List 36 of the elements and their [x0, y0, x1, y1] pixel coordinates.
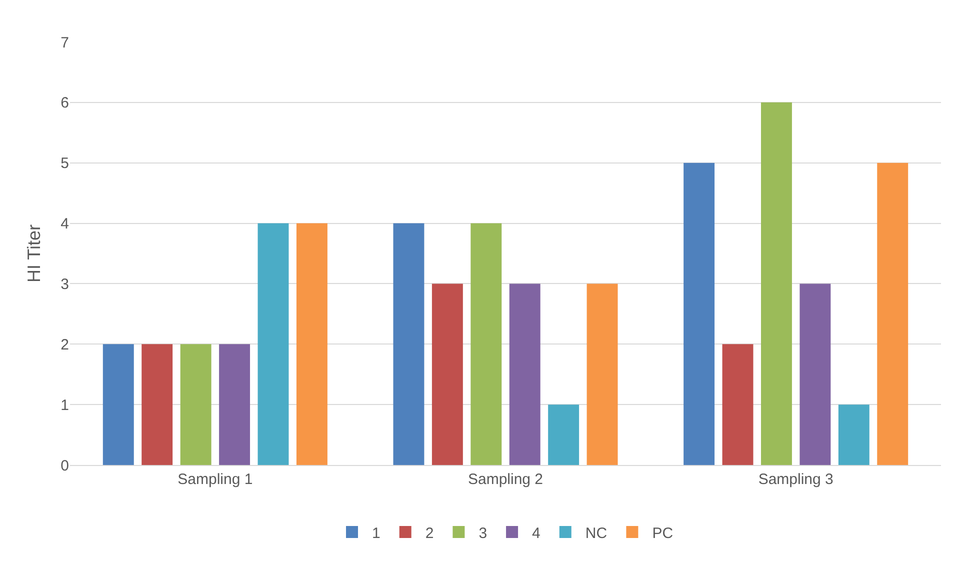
legend-label: 4: [532, 524, 540, 542]
bar: [432, 284, 463, 465]
legend-label: 2: [425, 524, 434, 542]
x-tick-label: Sampling 3: [758, 471, 834, 488]
y-tick-label: 3: [60, 276, 69, 293]
bar: [509, 284, 540, 465]
legend-label: 3: [478, 524, 488, 542]
bar: [800, 284, 831, 465]
y-tick-label: 1: [60, 396, 69, 414]
y-tick-label: 4: [60, 216, 69, 233]
bar: [258, 223, 289, 465]
legend-label: 1: [372, 524, 380, 542]
y-tick-label: 2: [60, 336, 69, 354]
bar: [142, 344, 173, 465]
bar: [102, 344, 134, 465]
bar: [470, 223, 502, 465]
x-tick-label: Sampling 2: [468, 471, 544, 488]
bar: [586, 284, 618, 465]
y-axis-title: HI Titer: [24, 224, 44, 283]
bar: [760, 102, 792, 465]
y-tick-label: 6: [60, 94, 69, 112]
y-tick-label: 5: [60, 155, 69, 172]
y-tick-label: 7: [60, 34, 69, 52]
bar: [180, 344, 212, 465]
bar: [219, 344, 250, 465]
bar: [393, 223, 424, 465]
legend-label: PC: [652, 524, 674, 542]
bar: [838, 404, 870, 465]
bar: [684, 162, 715, 465]
bar: [296, 223, 328, 465]
bar: [548, 404, 580, 465]
y-tick-label: 0: [60, 457, 69, 474]
bar: [722, 344, 754, 465]
x-tick-label: Sampling 1: [178, 471, 253, 488]
legend-label: NC: [585, 524, 608, 542]
bar: [877, 162, 908, 465]
